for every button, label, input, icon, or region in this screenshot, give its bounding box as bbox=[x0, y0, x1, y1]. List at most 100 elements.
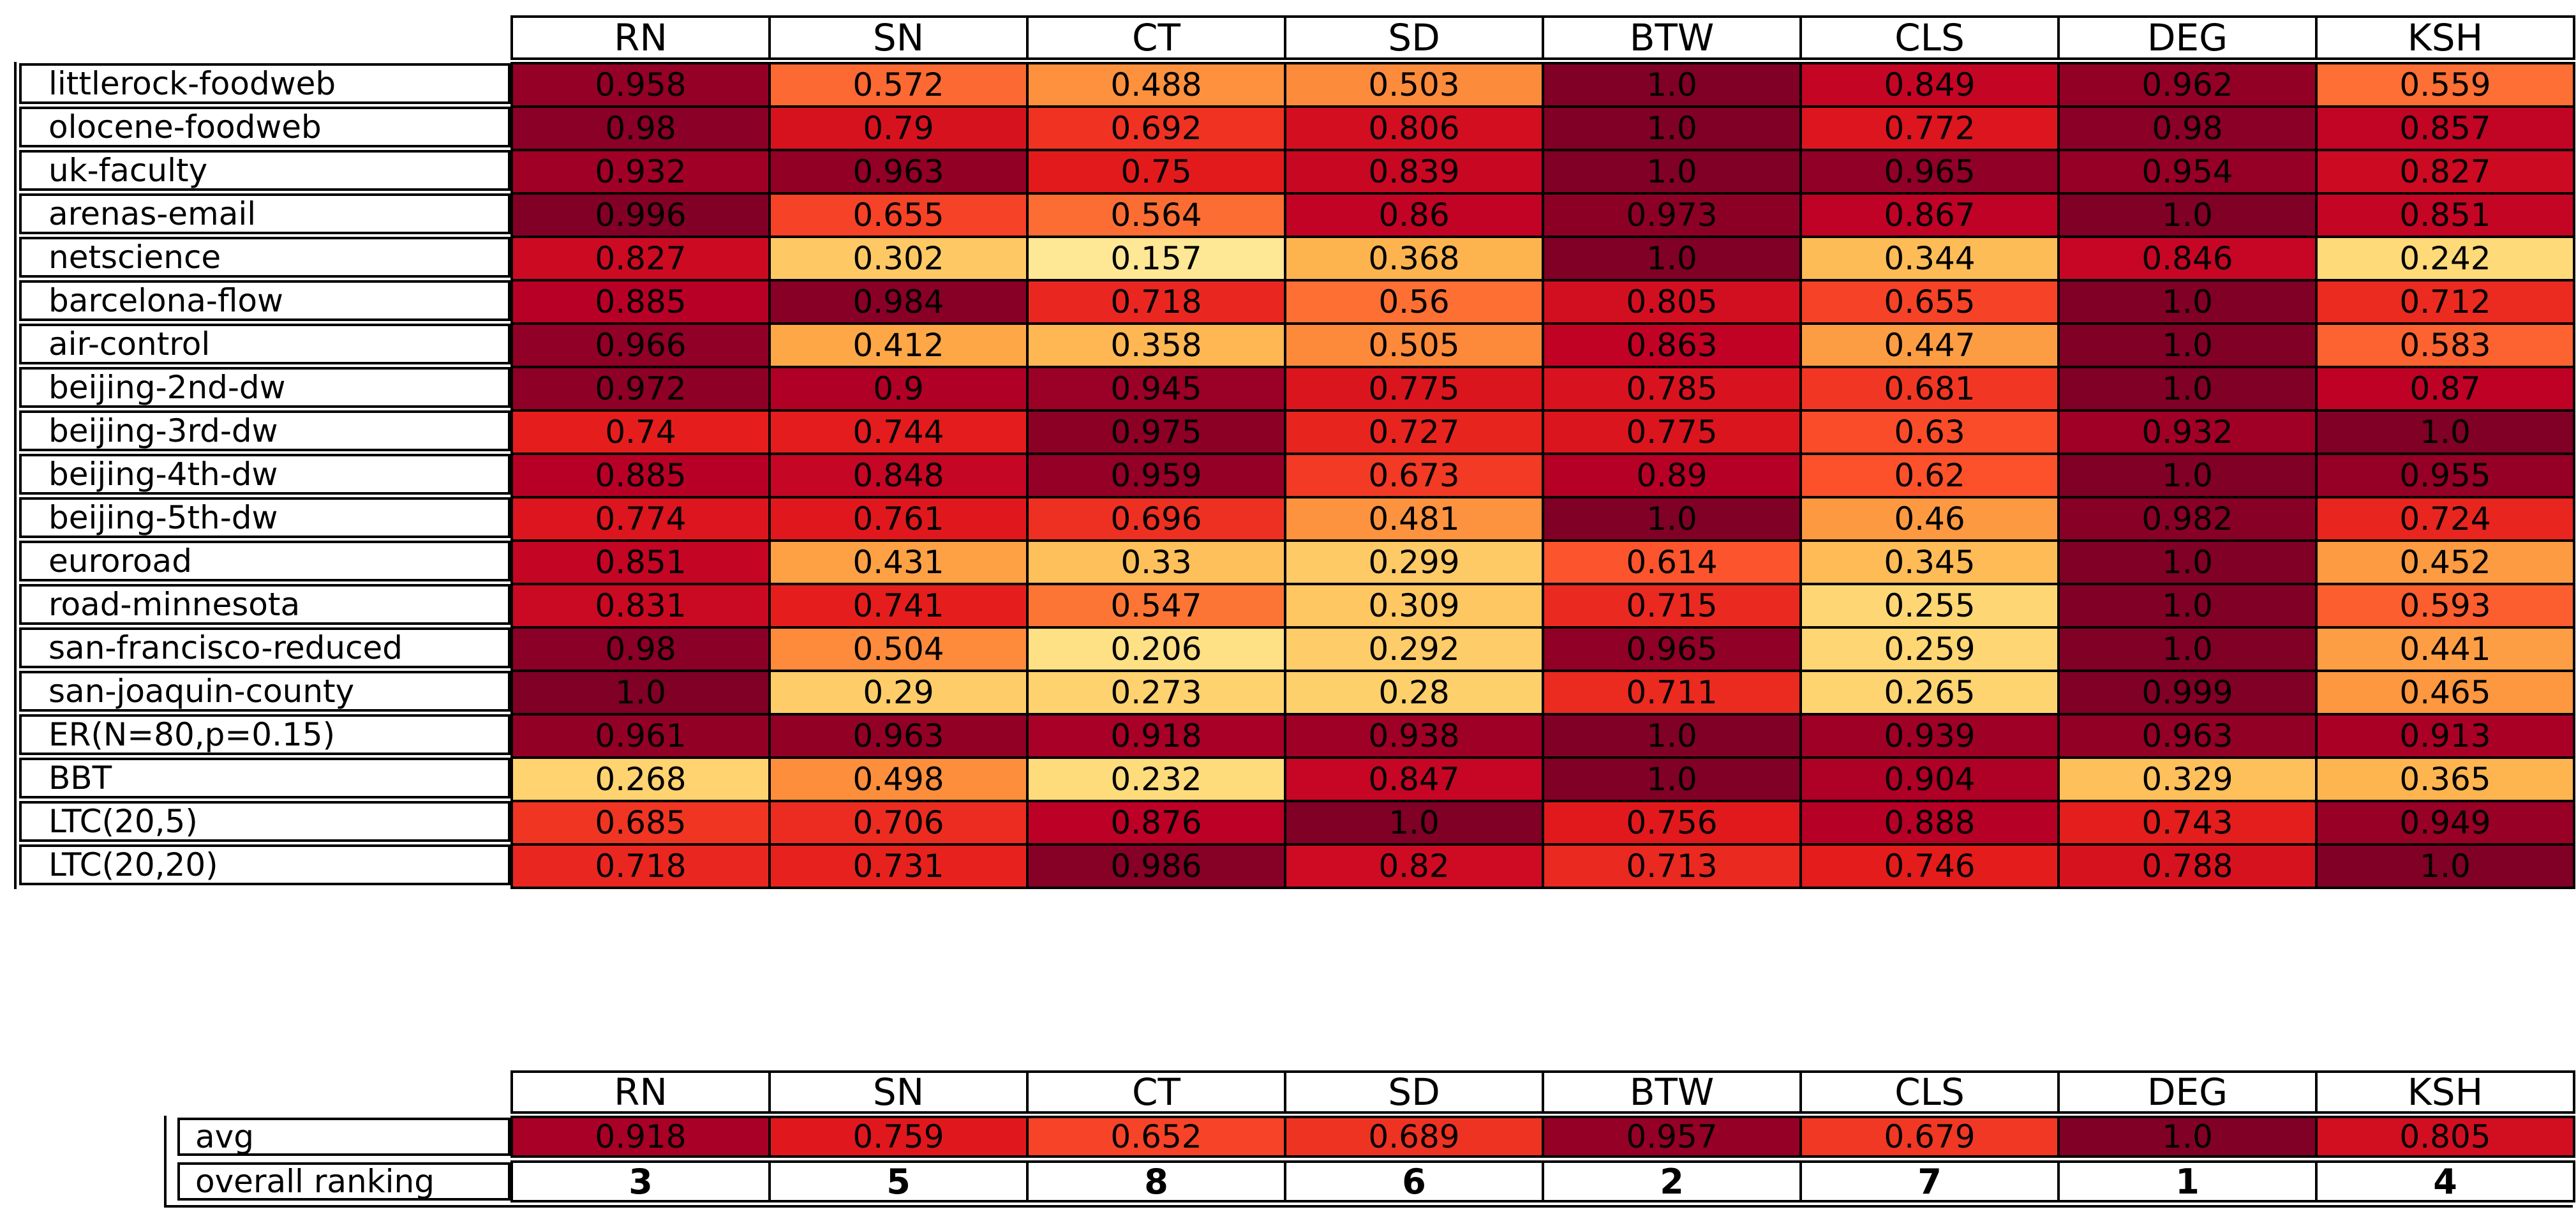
heatmap-cell: 0.839 bbox=[1284, 149, 1544, 195]
heatmap-cell: 0.711 bbox=[1542, 670, 1802, 715]
heatmap-cell: 0.452 bbox=[2315, 539, 2575, 585]
heatmap-cell: 0.785 bbox=[1542, 366, 1802, 412]
heatmap-cell: 0.28 bbox=[1284, 670, 1544, 715]
heatmap-cell: 0.82 bbox=[1284, 843, 1544, 889]
heatmap-cell: 0.724 bbox=[2315, 496, 2575, 542]
column-header: CLS bbox=[1799, 1070, 2060, 1114]
heatmap-cell: 0.867 bbox=[1799, 192, 2060, 238]
heatmap-cell: 0.46 bbox=[1799, 496, 2060, 542]
heatmap-cell: 0.973 bbox=[1542, 192, 1802, 238]
heatmap-cell: 0.309 bbox=[1284, 583, 1544, 629]
heatmap-cell: 1.0 bbox=[2057, 192, 2318, 238]
heatmap-cell: 0.447 bbox=[1799, 322, 2060, 368]
column-header: SD bbox=[1284, 1070, 1544, 1114]
heatmap-cell: 0.232 bbox=[1026, 756, 1286, 802]
heatmap-cell: 0.849 bbox=[1799, 62, 2060, 108]
heatmap-cell: 0.86 bbox=[1284, 192, 1544, 238]
heatmap-cell: 0.954 bbox=[2057, 149, 2318, 195]
heatmap-cell: 0.851 bbox=[2315, 192, 2575, 238]
heatmap-cell: 0.731 bbox=[768, 843, 1029, 889]
heatmap-cell: 0.827 bbox=[2315, 149, 2575, 195]
heatmap-cell: 0.939 bbox=[1799, 713, 2060, 759]
heatmap-cell: 1.0 bbox=[1542, 236, 1802, 281]
heatmap-cell: 0.75 bbox=[1026, 149, 1286, 195]
heatmap-cell: 0.431 bbox=[768, 539, 1029, 585]
column-header: CT bbox=[1026, 15, 1286, 60]
heatmap-cell: 0.972 bbox=[510, 366, 771, 412]
heatmap-cell: 0.441 bbox=[2315, 626, 2575, 672]
row-label: arenas-email bbox=[19, 193, 510, 234]
heatmap-cell: 0.715 bbox=[1542, 583, 1802, 629]
heatmap-cell: 1.0 bbox=[2057, 539, 2318, 585]
ranking-cell: 2 bbox=[1542, 1160, 1802, 1202]
column-header: DEG bbox=[2057, 1070, 2318, 1114]
heatmap-cell: 0.965 bbox=[1542, 626, 1802, 672]
heatmap-cell: 0.966 bbox=[510, 322, 771, 368]
heatmap-cell: 0.292 bbox=[1284, 626, 1544, 672]
heatmap-cell: 0.593 bbox=[2315, 583, 2575, 629]
heatmap-cell: 0.775 bbox=[1284, 366, 1544, 412]
heatmap-cell: 0.329 bbox=[2057, 756, 2318, 802]
row-label: ER(N=80,p=0.15) bbox=[19, 714, 510, 755]
heatmap-cell: 0.673 bbox=[1284, 453, 1544, 498]
heatmap-cell: 0.847 bbox=[1284, 756, 1544, 802]
heatmap-cell: 1.0 bbox=[2315, 843, 2575, 889]
heatmap-cell: 0.74 bbox=[510, 409, 771, 455]
heatmap-cell: 1.0 bbox=[1542, 756, 1802, 802]
heatmap-cell: 0.741 bbox=[768, 583, 1029, 629]
heatmap-cell: 0.932 bbox=[510, 149, 771, 195]
heatmap-cell: 0.365 bbox=[2315, 756, 2575, 802]
heatmap-cell: 0.706 bbox=[768, 800, 1029, 846]
row-label: beijing-3rd-dw bbox=[19, 410, 510, 451]
avg-cell: 0.679 bbox=[1799, 1116, 2060, 1158]
row-label: beijing-2nd-dw bbox=[19, 367, 510, 408]
ranking-cell: 8 bbox=[1026, 1160, 1286, 1202]
heatmap-cell: 0.996 bbox=[510, 192, 771, 238]
column-header: RN bbox=[510, 15, 771, 60]
heatmap-cell: 0.982 bbox=[2057, 496, 2318, 542]
row-label: air-control bbox=[19, 324, 510, 364]
heatmap-cell: 0.465 bbox=[2315, 670, 2575, 715]
heatmap-cell: 0.772 bbox=[1799, 105, 2060, 151]
heatmap-cell: 0.498 bbox=[768, 756, 1029, 802]
heatmap-cell: 0.885 bbox=[510, 279, 771, 325]
heatmap-cell: 0.806 bbox=[1284, 105, 1544, 151]
avg-cell: 0.689 bbox=[1284, 1116, 1544, 1158]
heatmap-cell: 0.505 bbox=[1284, 322, 1544, 368]
row-label: san-joaquin-county bbox=[19, 671, 510, 712]
heatmap-cell: 0.718 bbox=[1026, 279, 1286, 325]
heatmap-cell: 0.265 bbox=[1799, 670, 2060, 715]
heatmap-cell: 1.0 bbox=[1542, 105, 1802, 151]
column-header: CLS bbox=[1799, 15, 2060, 60]
heatmap-cell: 0.727 bbox=[1284, 409, 1544, 455]
heatmap-cell: 0.655 bbox=[1799, 279, 2060, 325]
heatmap-cell: 0.775 bbox=[1542, 409, 1802, 455]
heatmap-cell: 0.503 bbox=[1284, 62, 1544, 108]
avg-cell: 1.0 bbox=[2057, 1116, 2318, 1158]
heatmap-cell: 0.79 bbox=[768, 105, 1029, 151]
heatmap-cell: 0.713 bbox=[1542, 843, 1802, 889]
heatmap-cell: 1.0 bbox=[2057, 626, 2318, 672]
heatmap-cell: 0.268 bbox=[510, 756, 771, 802]
heatmap-cell: 0.9 bbox=[768, 366, 1029, 412]
heatmap-cell: 0.945 bbox=[1026, 366, 1286, 412]
heatmap-cell: 0.961 bbox=[510, 713, 771, 759]
heatmap-cell: 0.744 bbox=[768, 409, 1029, 455]
heatmap-cell: 0.345 bbox=[1799, 539, 2060, 585]
row-label: littlerock-foodweb bbox=[19, 63, 510, 104]
heatmap-cell: 1.0 bbox=[510, 670, 771, 715]
heatmap-cell: 0.876 bbox=[1026, 800, 1286, 846]
heatmap-cell: 0.547 bbox=[1026, 583, 1286, 629]
row-label: barcelona-flow bbox=[19, 280, 510, 321]
row-label: beijing-4th-dw bbox=[19, 454, 510, 495]
heatmap-cell: 0.299 bbox=[1284, 539, 1544, 585]
summary-table-left-rule bbox=[164, 1116, 167, 1208]
heatmap-cell: 0.888 bbox=[1799, 800, 2060, 846]
heatmap-cell: 0.481 bbox=[1284, 496, 1544, 542]
heatmap-cell: 0.29 bbox=[768, 670, 1029, 715]
heatmap-cell: 0.692 bbox=[1026, 105, 1286, 151]
heatmap-cell: 1.0 bbox=[2057, 583, 2318, 629]
column-header: RN bbox=[510, 1070, 771, 1114]
heatmap-cell: 0.564 bbox=[1026, 192, 1286, 238]
